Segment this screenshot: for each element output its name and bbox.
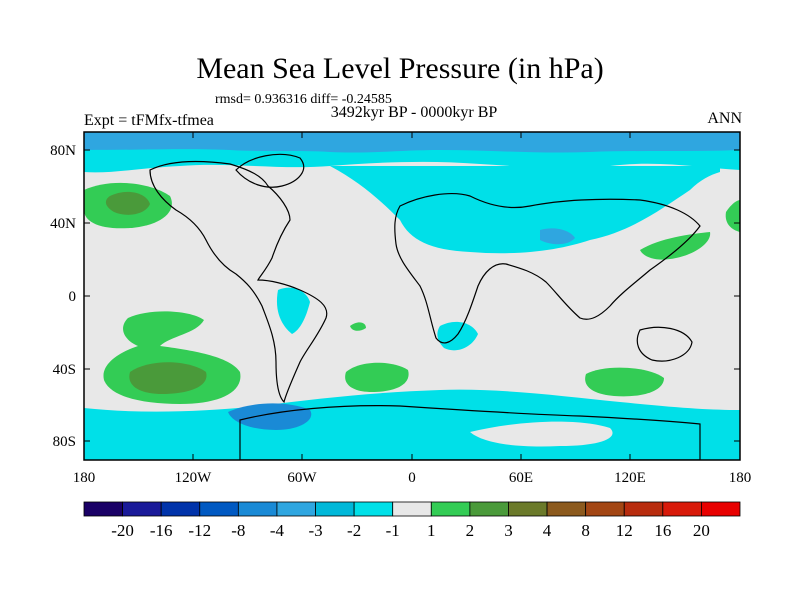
npacific-core [105,191,150,215]
colorbar-swatch [546,501,587,517]
colorbar-swatch [237,501,278,517]
lat-labels: 80N 40N 0 40S 80S [50,143,76,450]
safrica-low [437,321,478,351]
eurasia-low [330,166,720,254]
lon-label: 120E [614,470,646,486]
satlantic-high [345,362,409,392]
lon-labels: 180 120W 60W 0 60E 120E 180 [73,470,752,486]
season-label: ANN [707,110,742,127]
greenland-coast [235,153,305,188]
colorbar [83,501,741,517]
lat-label: 80N [50,143,76,159]
colorbar-swatch [662,501,702,517]
colorbar-swatch [122,501,162,517]
samerica-low [276,287,310,334]
colorbar-labels: -20 -16 -12 -8 -4 -3 -2 -1 1 2 3 4 8 12 16 20 [111,521,710,540]
colorbar-swatch [392,501,432,517]
wpacific-high [640,232,711,260]
southern-core [228,403,312,430]
colorbar-label: 16 [654,521,671,540]
colorbar-swatch [585,501,625,517]
antarctica-coast [239,405,701,460]
colorbar-swatch [623,501,664,517]
lat-label: 80S [53,434,76,450]
colorbar-label: -1 [386,521,400,540]
lon-ticks [192,132,631,460]
lat-label: 40N [50,216,76,232]
colorbar-label: 2 [466,521,475,540]
colorbar-swatch [199,501,239,517]
colorbar-label: -12 [188,521,211,540]
colorbar-label: -8 [231,521,245,540]
colorbar-swatch [315,501,355,517]
lon-label: 0 [408,470,416,486]
map-field [84,132,740,460]
lon-label: 60E [509,470,533,486]
lon-label: 120W [175,470,213,486]
colorbar-label: -16 [150,521,173,540]
colorbar-label: 1 [427,521,436,540]
americas-coast [149,160,328,404]
lat-label: 0 [69,289,77,305]
lon-label: 60W [287,470,317,486]
colorbar-swatch [276,501,316,517]
experiment-label: Expt = tFMfx-tfmea [84,112,214,129]
atlantic-small-high [350,322,366,331]
australia-coast [636,326,693,362]
colorbar-swatch [160,501,201,517]
colorbar-swatch [353,501,394,517]
colorbar-swatch [701,501,741,517]
arctic-core [84,132,740,153]
coastlines [149,153,701,460]
colorbar-label: 8 [581,521,590,540]
colorbar-label: -3 [308,521,322,540]
colorbar-label: 3 [504,521,513,540]
stats-text: rmsd= 0.936316 diff= -0.24585 [215,92,392,107]
colorbar-label: -4 [270,521,285,540]
colorbar-label: 20 [693,521,710,540]
colorbar-label: -2 [347,521,361,540]
period-label: 3492kyr BP - 0000kyr BP [330,104,498,121]
npacific-east-high [725,200,740,232]
spacific-core [129,362,207,394]
colorbar-swatch [83,501,123,517]
indian-high [585,367,664,397]
lon-label: 180 [729,470,752,486]
antarctic-neutral [470,421,613,447]
lat-label: 40S [53,362,76,378]
chart-title: Mean Sea Level Pressure (in hPa) [196,52,604,85]
lon-label: 180 [73,470,96,486]
colorbar-label: -20 [111,521,134,540]
colorbar-swatch [508,501,548,517]
asia-core [540,228,575,245]
colorbar-swatch [430,501,471,517]
colorbar-label: 4 [543,521,552,540]
colorbar-label: 12 [616,521,633,540]
lat-ticks [84,149,740,442]
afro-eurasia-coast [394,193,701,344]
colorbar-swatch [469,501,509,517]
